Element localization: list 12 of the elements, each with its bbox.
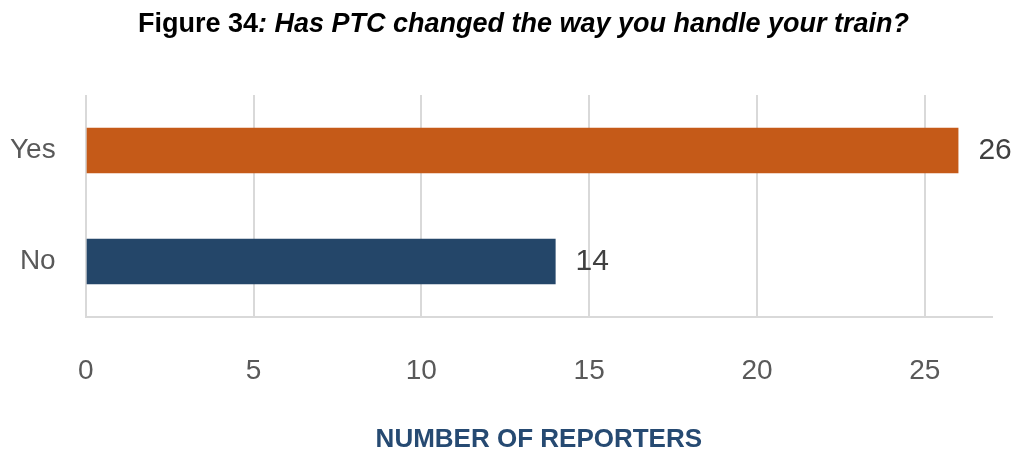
y-tick-label: Yes [9,133,56,165]
x-tick-label: 15 [573,353,605,385]
x-tick-label: 5 [245,353,262,385]
x-axis-title: NUMBER OF REPORTERS [375,423,703,453]
data-label: 14 [575,242,609,276]
x-tick-label: 20 [741,353,773,385]
data-label: 26 [978,131,1012,165]
x-tick-label: 10 [405,353,437,385]
x-tick-label: 0 [77,353,94,385]
x-tick-label: 25 [909,353,941,385]
y-tick-label: No [19,244,56,276]
chart-title: Figure 34: Has PTC changed the way you handle your train? [137,8,910,38]
